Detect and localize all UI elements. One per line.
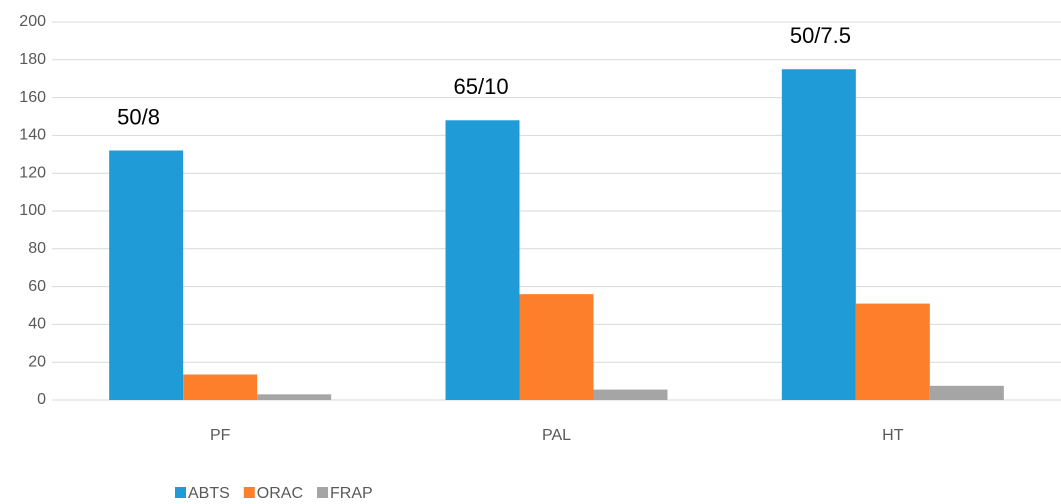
x-tick-label: PAL: [542, 427, 571, 444]
y-tick-label: 60: [28, 278, 46, 295]
bar: [519, 294, 594, 400]
bar: [183, 374, 258, 400]
legend-swatch: [243, 487, 255, 498]
legend-swatch: [175, 487, 186, 498]
bar: [855, 303, 930, 400]
legend-label: ORAC: [257, 485, 303, 502]
legend-label: ABTS: [188, 485, 230, 502]
y-tick-label: 0: [37, 391, 46, 408]
y-tick-label: 40: [28, 316, 46, 333]
annotation: 65/10: [454, 74, 509, 99]
bar: [781, 69, 856, 400]
legend-label: FRAP: [330, 485, 373, 502]
y-tick-label: 80: [28, 240, 46, 257]
annotation: 50/7.5: [790, 23, 851, 48]
y-tick-label: 200: [19, 13, 46, 30]
y-tick-label: 160: [19, 89, 46, 106]
bar: [593, 389, 668, 400]
legend-swatch: [317, 487, 329, 498]
y-tick-label: 20: [28, 353, 46, 370]
annotation: 50/8: [117, 104, 160, 129]
bar: [257, 394, 332, 400]
bar: [929, 385, 1004, 400]
x-tick-label: PF: [210, 427, 231, 444]
y-tick-label: 140: [19, 127, 46, 144]
y-tick-label: 100: [19, 202, 46, 219]
y-tick-label: 180: [19, 51, 46, 68]
bar: [109, 150, 184, 400]
x-tick-label: HT: [882, 427, 904, 444]
y-tick-label: 120: [19, 164, 46, 181]
bar: [445, 120, 520, 400]
